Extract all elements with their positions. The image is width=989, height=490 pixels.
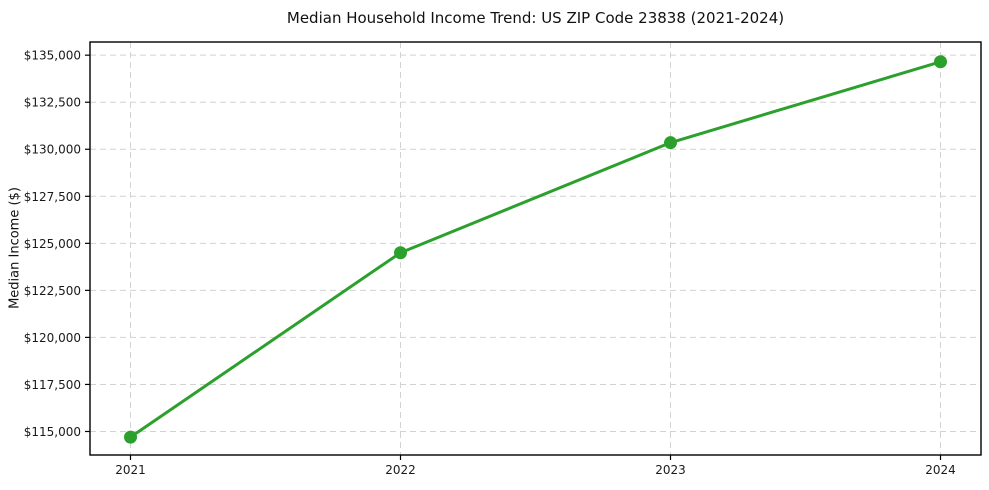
y-axis-label: Median Income ($): [7, 187, 23, 309]
plot-border: [89, 41, 982, 456]
y-tick-label: $132,500: [24, 96, 81, 110]
y-tick-label: $130,000: [24, 143, 81, 157]
data-point-2024: [934, 55, 947, 69]
data-point-2023: [664, 136, 677, 150]
trend-line: [129, 60, 942, 439]
y-tick-label: $127,500: [24, 190, 81, 204]
y-tick-label: $125,000: [24, 237, 81, 251]
y-tick-label: $115,000: [24, 425, 81, 439]
x-tick-label: 2024: [925, 463, 956, 477]
chart-title: Median Household Income Trend: US ZIP Co…: [286, 9, 785, 27]
data-point-2021: [124, 430, 137, 444]
data-point-2022: [394, 246, 407, 260]
y-tick-label: $122,500: [24, 284, 81, 298]
y-tick-label: $120,000: [24, 331, 81, 345]
x-tick-label: 2022: [385, 463, 416, 477]
x-tick-label: 2021: [115, 463, 146, 477]
y-tick-label: $117,500: [24, 378, 81, 392]
y-tick-label: $135,000: [24, 49, 81, 63]
x-tick-label: 2023: [655, 463, 686, 477]
